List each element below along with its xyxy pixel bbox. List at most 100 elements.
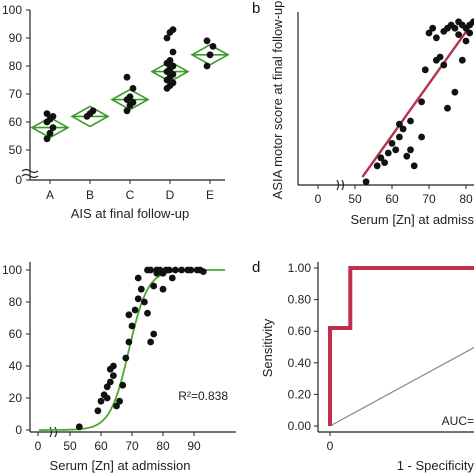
panel-c-data-point: [116, 397, 123, 405]
panel-d-y-tick-label: 1.00: [288, 261, 312, 275]
panel-a-data-point: [43, 135, 51, 143]
panel-c-data-point: [172, 266, 179, 274]
panel-a-data-point: [169, 71, 177, 78]
panel-b-data-point: [466, 29, 474, 37]
panel-d-diagonal-line: [329, 346, 474, 427]
panel-a-data-point: [123, 107, 131, 115]
panel-d-x-tick-label: 0: [327, 439, 334, 453]
panel-d-y-tick-label: 0.60: [288, 324, 312, 338]
panel-b-y-axis-title: ASIA motor score at final follow-up: [270, 1, 285, 200]
panel-b-data-point: [470, 18, 474, 26]
panel-a-data-point: [163, 34, 171, 42]
panel-c-x-tick-label: 60: [94, 439, 108, 453]
panel-c-data-point: [110, 362, 117, 370]
panel-b-data-point: [421, 66, 429, 74]
panel-c-axis-break-icon: [49, 426, 58, 438]
panel-a-data-point: [209, 43, 217, 50]
panel-c-data-point: [199, 268, 207, 275]
panel-b-data-point: [396, 120, 403, 128]
panel-b-data-point: [429, 24, 437, 32]
panel-c-data-point: [103, 394, 111, 402]
panel-b-data-point: [399, 125, 407, 133]
panel-b-data-point: [425, 29, 433, 37]
panel-a-data-point: [169, 48, 177, 56]
panel-a-y-tick-label: 100: [2, 3, 22, 17]
panel-b-data-point: [418, 133, 425, 141]
panel-a-x-axis-title: AIS at final follow-up: [71, 206, 190, 221]
panel-c-data-point: [75, 423, 83, 431]
panel-a-data-point: [123, 73, 131, 81]
panel-c-y-tick-label: 100: [2, 263, 22, 277]
panel-a-x-tick-label: B: [86, 188, 94, 202]
panel-b-data-point: [462, 37, 470, 45]
panel-c-x-axis-title: Serum [Zn] at admission: [50, 458, 191, 473]
panel-a-data-point: [169, 79, 177, 87]
panel-a-x-tick-label: C: [126, 188, 135, 202]
panel-b-data-point: [440, 61, 448, 69]
panel-c-data-point: [150, 330, 158, 338]
panel-b-data-point: [418, 98, 425, 106]
panel-c-data-point: [137, 285, 145, 293]
panel-c-y-tick-label: 20: [9, 391, 23, 405]
panel-c-data-point: [134, 295, 142, 303]
panel-d-y-tick-label: 0.20: [288, 387, 312, 401]
panel-c-y-tick-label: 60: [9, 327, 23, 341]
panel-c-data-point: [187, 266, 195, 274]
panel-b-x-tick-label: 0: [315, 192, 322, 206]
panel-b-axis-break-icon: [336, 179, 345, 191]
panel-a-y-tick-label: 80: [9, 59, 23, 73]
panel-c-data-point: [165, 266, 173, 274]
panel-c-data-point: [147, 338, 155, 346]
panel-b-data-point: [403, 152, 411, 160]
panel-c-data-point: [168, 274, 176, 282]
panel-a-data-point: [46, 129, 54, 137]
panel-c-data-point: [113, 402, 120, 410]
panel-a-data-point: [203, 37, 211, 45]
panel-c-sigmoid-curve: [39, 269, 225, 431]
panel-b-data-point: [458, 56, 466, 64]
panel-c-data-point: [119, 381, 127, 389]
panel-c-data-point: [141, 298, 148, 306]
panel-b-data-point: [436, 53, 444, 61]
panel-a-data-point: [129, 99, 137, 106]
panel-c-data-point: [150, 282, 158, 290]
panel-b-x-tick-label: 60: [385, 192, 399, 206]
panel-b-x-axis-title: Serum [Zn] at admiss: [350, 212, 474, 227]
panel-c-y-tick-label: 0: [15, 423, 22, 437]
panel-a-y-tick-label: 70: [9, 87, 23, 101]
panel-d-y-axis-title: Sensitivity: [260, 318, 275, 377]
panel-c-x-tick-label: 80: [156, 439, 170, 453]
panel-b-data-point: [451, 24, 459, 32]
panel-b-letter: b: [252, 0, 260, 17]
panel-c-x-tick-label: 0: [35, 439, 42, 453]
panel-b-data-point: [373, 162, 381, 170]
panel-c: 0 20 40 60 80 100 0 50 60 70 80 90 R²=0.838 Serum …: [2, 262, 236, 473]
panel-c-data-point: [103, 383, 111, 391]
panel-c-x-tick-label: 90: [187, 439, 201, 453]
panel-c-data-point: [122, 354, 130, 362]
panel-c-x-tick-label: 50: [63, 439, 77, 453]
panel-b-data-point: [392, 146, 400, 154]
panel-b-data-point: [410, 162, 418, 170]
panel-a-x-tick-label: D: [166, 188, 175, 202]
panel-b: b 0 50 60 70 80 Serum [Zn] at admiss ASIA mo…: [252, 0, 474, 227]
panel-c-data-point: [144, 309, 151, 317]
panel-c-data-point: [131, 306, 139, 314]
panel-a-axis-break-icon: [21, 168, 39, 179]
panel-b-data-point: [407, 146, 414, 154]
panel-a-data-point: [49, 113, 57, 120]
panel-a-x-tick-label: E: [206, 188, 214, 202]
panel-b-data-point: [388, 140, 396, 147]
panel-b-data-point: [377, 154, 385, 162]
panel-b-data-point: [455, 31, 462, 38]
panel-d-y-tick-label: 0.00: [288, 419, 312, 433]
panel-a-data-point: [43, 110, 51, 117]
panel-c-data-point: [106, 378, 114, 386]
panel-a-data-point: [89, 107, 97, 115]
panel-b-x-tick-label: 70: [422, 192, 436, 206]
panel-c-data-point: [110, 372, 117, 379]
panel-b-data-point: [396, 133, 403, 141]
panel-c-data-point: [159, 285, 167, 293]
panel-b-data-point: [381, 159, 388, 167]
panel-a-data-point: [129, 85, 137, 92]
